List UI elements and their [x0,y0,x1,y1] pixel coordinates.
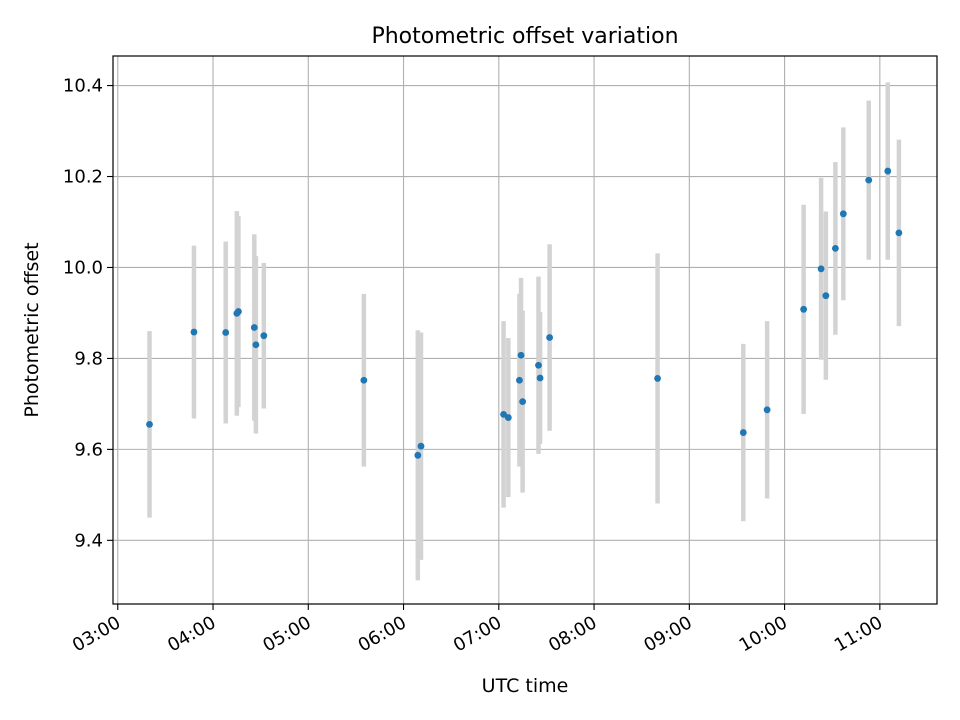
data-point [739,429,747,436]
data-point [235,308,242,315]
data-point [865,176,873,184]
data-point [417,442,425,450]
x-tick-label: 03:00 [69,612,124,656]
data-point [535,361,542,369]
data-point [250,324,258,331]
y-tick-label: 10.2 [63,167,103,188]
x-tick-label: 06:00 [355,612,410,656]
y-tick-label: 10.0 [63,257,103,278]
data-point [822,292,830,300]
data-point [884,167,892,175]
data-points [146,167,903,459]
y-tick-label: 10.4 [63,76,103,97]
x-tick-label: 07:00 [450,612,505,656]
y-tick-label: 9.4 [74,530,103,551]
x-tick-label: 05:00 [259,612,314,656]
data-point [519,398,527,406]
x-axis: 03:00 04:00 05:00 06:00 07:00 08:00 09:00 10:00… [69,604,886,656]
data-point [536,374,544,382]
data-point [654,375,661,382]
data-point [190,328,198,336]
error-bars [147,82,902,581]
x-tick-label: 11:00 [831,612,886,656]
data-point [800,305,808,313]
x-tick-label: 09:00 [640,612,695,656]
data-point [895,229,903,237]
data-point [146,420,153,428]
grid [113,56,937,604]
x-tick-label: 08:00 [545,612,600,656]
data-point [414,451,422,459]
y-axis-label: Photometric offset [21,242,43,417]
data-point [360,376,368,384]
data-point [817,265,825,273]
data-point [222,329,230,336]
data-point [831,244,839,252]
data-point [500,410,507,418]
data-point [763,406,771,414]
data-point [546,334,554,341]
data-point [839,210,847,218]
data-point [260,332,268,340]
data-point [517,351,525,359]
y-tick-label: 9.6 [74,439,103,460]
plot-frame [112,55,938,605]
data-point [252,341,260,349]
data-point [504,414,512,421]
data-point [516,376,523,384]
chart-title: Photometric offset variation [371,24,678,49]
y-tick-label: 9.8 [74,348,103,369]
x-tick-label: 04:00 [164,612,219,656]
x-axis-label: UTC time [482,675,569,697]
y-axis: 9.4 9.6 9.8 10.0 10.2 10.4 [63,76,113,551]
x-tick-label: 10:00 [736,612,791,656]
